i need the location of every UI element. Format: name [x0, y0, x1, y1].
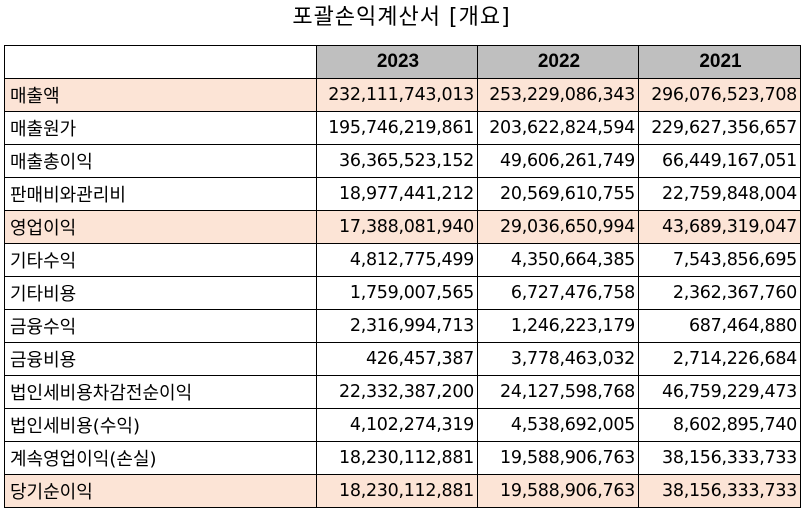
value-cell-2022: 253,229,086,343 [477, 78, 639, 112]
row-label: 금융비용 [4, 342, 317, 376]
value-cell-2022: 4,538,692,005 [477, 408, 639, 442]
value-cell-2023: 18,977,441,212 [316, 177, 478, 211]
value-cell-2023: 4,102,274,319 [316, 408, 478, 442]
value-cell-2021: 229,627,356,657 [638, 111, 801, 145]
value-cell-2021: 8,602,895,740 [638, 408, 801, 442]
table-row: 영업이익 17,388,081,940 29,036,650,994 43,689,3… [4, 210, 801, 244]
value-cell-2023: 1,759,007,565 [316, 276, 478, 310]
table-row: 판매비와관리비 18,977,441,212 20,569,610,755 22,75… [4, 177, 801, 211]
value-cell-2021: 687,464,880 [638, 309, 801, 343]
row-label: 매출액 [4, 78, 317, 112]
table-row: 매출액 232,111,743,013 253,229,086,343 296,076… [4, 78, 801, 112]
value-cell-2021: 2,362,367,760 [638, 276, 801, 310]
value-cell-2021: 43,689,319,047 [638, 210, 801, 244]
value-cell-2023: 18,230,112,881 [316, 441, 478, 475]
page-title: 포괄손익계산서 [개요] [292, 5, 511, 30]
table-row: 기타수익 4,812,775,499 4,350,664,385 7,543,856,… [4, 243, 801, 277]
table-row: 금융비용 426,457,387 3,778,463,032 2,714,226,68… [4, 342, 801, 376]
row-label: 판매비와관리비 [4, 177, 317, 211]
value-cell-2023: 2,316,994,713 [316, 309, 478, 343]
value-cell-2023: 4,812,775,499 [316, 243, 478, 277]
value-cell-2021: 38,156,333,733 [638, 474, 801, 508]
value-cell-2022: 19,588,906,763 [477, 474, 639, 508]
table-body: 매출액 232,111,743,013 253,229,086,343 296,076… [4, 78, 801, 508]
table-row: 매출원가 195,746,219,861 203,622,824,594 229,62… [4, 111, 801, 145]
value-cell-2022: 4,350,664,385 [477, 243, 639, 277]
value-cell-2022: 24,127,598,768 [477, 375, 639, 409]
row-label: 법인세비용(수익) [4, 408, 317, 442]
row-label: 계속영업이익(손실) [4, 441, 317, 475]
header-row: 2023 2022 2021 [4, 45, 801, 79]
value-cell-2021: 2,714,226,684 [638, 342, 801, 376]
value-cell-2022: 19,588,906,763 [477, 441, 639, 475]
table-row: 금융수익 2,316,994,713 1,246,223,179 687,464,88… [4, 309, 801, 343]
value-cell-2022: 49,606,261,749 [477, 144, 639, 178]
header-year-2022: 2022 [477, 45, 639, 79]
row-label: 매출원가 [4, 111, 317, 145]
value-cell-2021: 38,156,333,733 [638, 441, 801, 475]
header-year-2023: 2023 [316, 45, 478, 79]
value-cell-2021: 296,076,523,708 [638, 78, 801, 112]
row-label: 금융수익 [4, 309, 317, 343]
table-row: 법인세비용(수익) 4,102,274,319 4,538,692,005 8,602… [4, 408, 801, 442]
value-cell-2023: 17,388,081,940 [316, 210, 478, 244]
value-cell-2021: 22,759,848,004 [638, 177, 801, 211]
row-label: 기타수익 [4, 243, 317, 277]
table-row: 매출총이익 36,365,523,152 49,606,261,749 66,449,… [4, 144, 801, 178]
value-cell-2023: 195,746,219,861 [316, 111, 478, 145]
value-cell-2022: 20,569,610,755 [477, 177, 639, 211]
header-corner-cell [4, 45, 317, 79]
table-row: 법인세비용차감전순이익 22,332,387,200 24,127,598,768 4… [4, 375, 801, 409]
table-row: 당기순이익 18,230,112,881 19,588,906,763 38,156,… [4, 474, 801, 508]
header-year-2021: 2021 [638, 45, 801, 79]
value-cell-2023: 22,332,387,200 [316, 375, 478, 409]
value-cell-2022: 29,036,650,994 [477, 210, 639, 244]
income-statement-table: 2023 2022 2021 매출액 232,111,743,013 253,229… [4, 45, 801, 508]
row-label: 영업이익 [4, 210, 317, 244]
table-row: 계속영업이익(손실) 18,230,112,881 19,588,906,763 38… [4, 441, 801, 475]
value-cell-2023: 18,230,112,881 [316, 474, 478, 508]
value-cell-2022: 203,622,824,594 [477, 111, 639, 145]
value-cell-2021: 7,543,856,695 [638, 243, 801, 277]
value-cell-2023: 36,365,523,152 [316, 144, 478, 178]
row-label: 매출총이익 [4, 144, 317, 178]
row-label: 기타비용 [4, 276, 317, 310]
value-cell-2022: 6,727,476,758 [477, 276, 639, 310]
row-label: 법인세비용차감전순이익 [4, 375, 317, 409]
value-cell-2021: 66,449,167,051 [638, 144, 801, 178]
value-cell-2023: 232,111,743,013 [316, 78, 478, 112]
value-cell-2022: 3,778,463,032 [477, 342, 639, 376]
row-label: 당기순이익 [4, 474, 317, 508]
value-cell-2023: 426,457,387 [316, 342, 478, 376]
value-cell-2022: 1,246,223,179 [477, 309, 639, 343]
value-cell-2021: 46,759,229,473 [638, 375, 801, 409]
table-row: 기타비용 1,759,007,565 6,727,476,758 2,362,367,… [4, 276, 801, 310]
